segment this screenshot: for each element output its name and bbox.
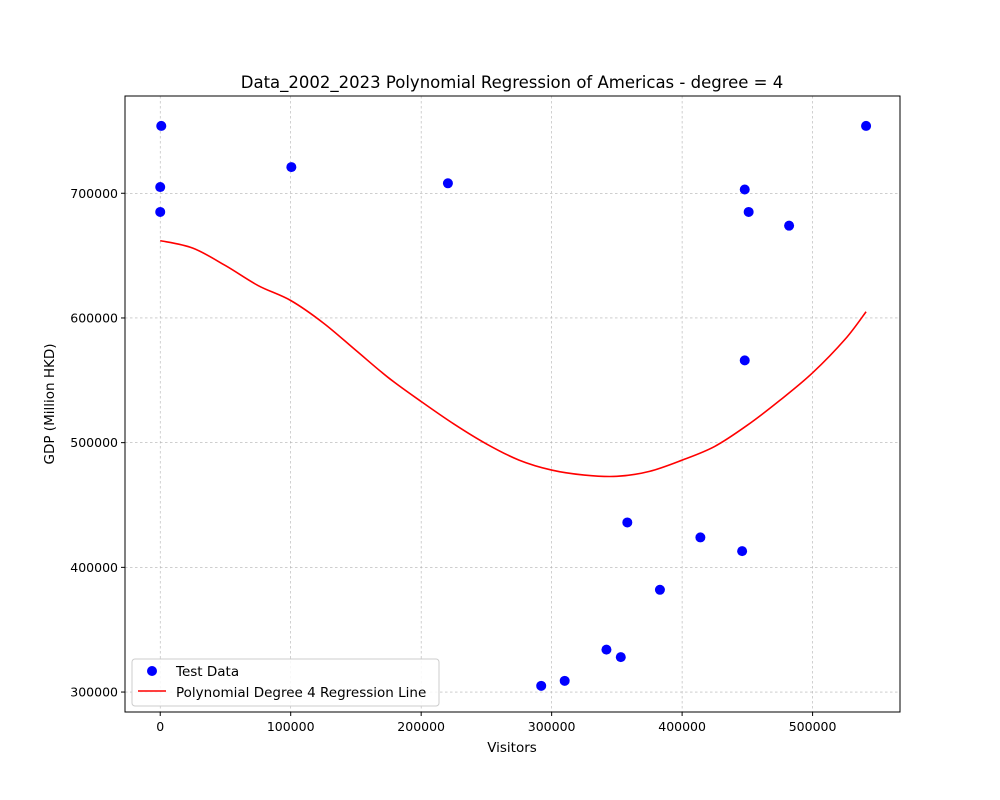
- data-point: [861, 120, 872, 131]
- data-point: [737, 546, 748, 557]
- legend-label-test-data: Test Data: [175, 664, 239, 680]
- data-point: [601, 644, 612, 655]
- data-point: [622, 517, 633, 528]
- data-point: [155, 182, 166, 193]
- x-tick-label: 100000: [267, 719, 315, 734]
- x-tick-label: 500000: [789, 719, 837, 734]
- data-point: [559, 675, 570, 686]
- data-point: [739, 355, 750, 366]
- plot-frame: [124, 95, 901, 713]
- x-axis-label: Visitors: [487, 740, 537, 756]
- chart-title: Data_2002_2023 Polynomial Regression of …: [241, 73, 783, 93]
- data-point: [286, 162, 297, 173]
- legend-scatter-marker: [147, 666, 157, 676]
- regression-line-layer: [160, 239, 867, 478]
- regression-line: [160, 239, 867, 478]
- legend-box: [131, 658, 440, 707]
- x-tick-label: 200000: [397, 719, 445, 734]
- x-axis-ticks: 0 100000 200000 300000 400000 500000: [156, 712, 836, 734]
- y-tick-label: 300000: [70, 685, 118, 700]
- y-tick-label: 600000: [70, 310, 118, 325]
- y-tick-label: 700000: [70, 186, 118, 201]
- data-point: [536, 680, 547, 691]
- y-axis-ticks: 300000 400000 500000 600000 700000: [70, 186, 125, 700]
- y-tick-label: 500000: [70, 435, 118, 450]
- plot-area: [125, 96, 900, 712]
- x-tick-label: 0: [156, 719, 164, 734]
- y-axis-label: GDP (Million HKD): [42, 344, 58, 465]
- data-point: [784, 220, 795, 231]
- data-point: [743, 206, 754, 217]
- x-tick-label: 300000: [528, 719, 576, 734]
- legend: Test Data Polynomial Degree 4 Regression…: [131, 658, 440, 707]
- scatter-layer: [155, 120, 872, 691]
- legend-label-regression-line: Polynomial Degree 4 Regression Line: [176, 685, 426, 701]
- data-point: [442, 178, 453, 189]
- grid: [125, 96, 900, 712]
- data-point: [155, 206, 166, 217]
- data-point: [156, 120, 167, 131]
- data-point: [615, 652, 626, 663]
- data-point: [739, 184, 750, 195]
- x-tick-label: 400000: [658, 719, 706, 734]
- data-point: [654, 584, 665, 595]
- y-tick-label: 400000: [70, 560, 118, 575]
- data-point: [695, 532, 706, 543]
